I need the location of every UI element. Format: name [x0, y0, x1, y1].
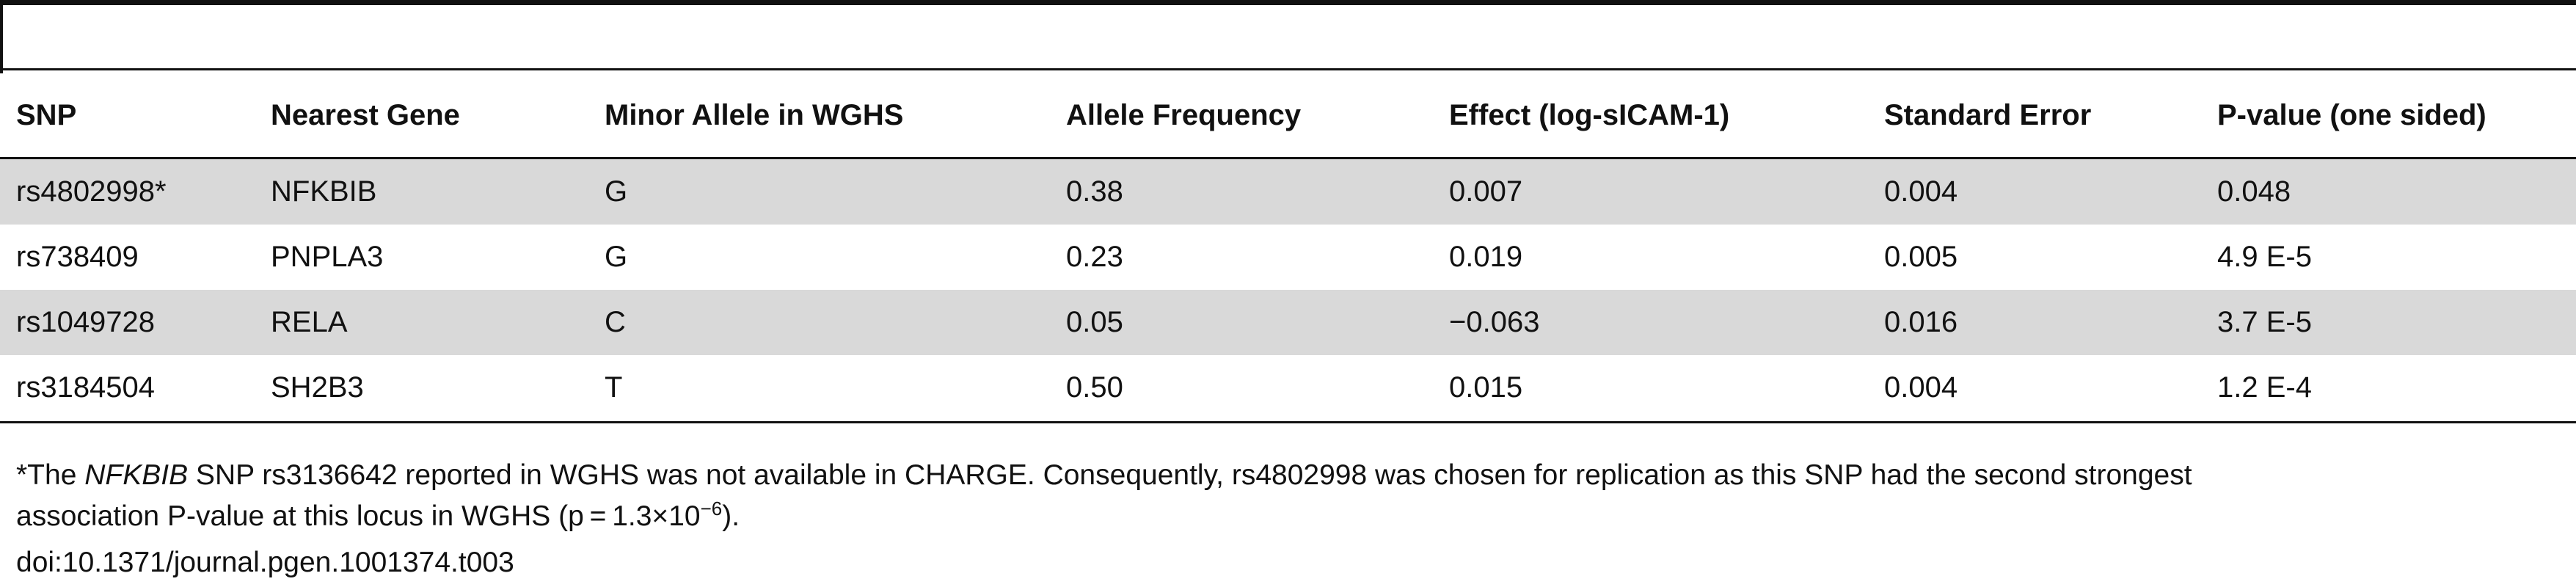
table-cell: −0.063: [1449, 306, 1540, 338]
left-rule: [0, 0, 3, 73]
rule: [0, 421, 2576, 423]
table-row: rs3184504 SH2B3 T 0.50 0.015 0.004 1.2 E-4: [0, 355, 2576, 420]
table-cell: rs4802998*: [16, 175, 167, 208]
table-cell: PNPLA3: [271, 241, 384, 273]
table-row: rs738409 PNPLA3 G 0.23 0.019 0.005 4.9 E-5: [0, 225, 2576, 290]
table-cell: 0.005: [1884, 241, 1958, 273]
table-row: rs1049728 RELA C 0.05 −0.063 0.016 3.7 E-5: [0, 290, 2576, 355]
footnote: association P-value at this locus in WGH…: [16, 497, 740, 533]
table-cell: RELA: [271, 306, 348, 338]
footnote-text: ).: [722, 500, 740, 532]
table-row: rs4802998* NFKBIB G 0.38 0.007 0.004 0.048: [0, 159, 2576, 225]
table-cell: rs3184504: [16, 371, 156, 404]
table-cell: 0.016: [1884, 306, 1958, 338]
column-header: Minor Allele in WGHS: [605, 99, 904, 131]
table-cell: 1.2 E-4: [2217, 371, 2312, 404]
table-cell: G: [605, 241, 628, 273]
footnote: *The NFKBIB SNP rs3136642 reported in WG…: [16, 459, 2192, 492]
column-header: Standard Error: [1884, 99, 2092, 131]
column-header: P-value (one sided): [2217, 99, 2486, 131]
table-cell: 0.048: [2217, 175, 2291, 208]
column-header: Effect (log-sICAM-1): [1449, 99, 1730, 131]
table-cell: NFKBIB: [271, 175, 377, 208]
rule: [0, 157, 2576, 159]
table-cell: 4.9 E-5: [2217, 241, 2312, 273]
table-cell: 0.007: [1449, 175, 1523, 208]
top-rule: [0, 0, 2576, 5]
table-cell: G: [605, 175, 628, 208]
table-cell: 0.019: [1449, 241, 1523, 273]
column-header: SNP: [16, 99, 77, 131]
footnote-text: SNP rs3136642 reported in WGHS was not a…: [188, 459, 2192, 491]
table-cell: rs738409: [16, 241, 139, 273]
footnote-text: *The: [16, 459, 85, 491]
table-cell: 3.7 E-5: [2217, 306, 2312, 338]
table-cell: SH2B3: [271, 371, 364, 404]
column-header: Allele Frequency: [1066, 99, 1302, 131]
rule: [0, 68, 2576, 70]
footnote-exponent: −6: [700, 497, 723, 519]
footnote-text: association P-value at this locus in WGH…: [16, 500, 701, 532]
doi: doi:10.1371/journal.pgen.1001374.t003: [16, 547, 514, 578]
table-cell: 0.50: [1066, 371, 1123, 404]
footnote-gene: NFKBIB: [84, 459, 189, 491]
table-cell: 0.004: [1884, 175, 1958, 208]
table-cell: 0.004: [1884, 371, 1958, 404]
table-cell: 0.05: [1066, 306, 1123, 338]
table-cell: C: [605, 306, 626, 338]
table-cell: 0.38: [1066, 175, 1123, 208]
table-cell: T: [605, 371, 623, 404]
table-cell: 0.015: [1449, 371, 1523, 404]
table-cell: 0.23: [1066, 241, 1123, 273]
table-cell: rs1049728: [16, 306, 156, 338]
column-header: Nearest Gene: [271, 99, 460, 131]
